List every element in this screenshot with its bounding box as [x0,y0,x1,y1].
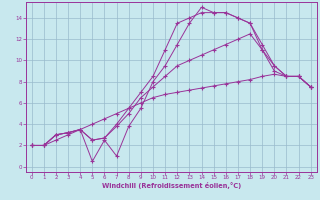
X-axis label: Windchill (Refroidissement éolien,°C): Windchill (Refroidissement éolien,°C) [101,182,241,189]
